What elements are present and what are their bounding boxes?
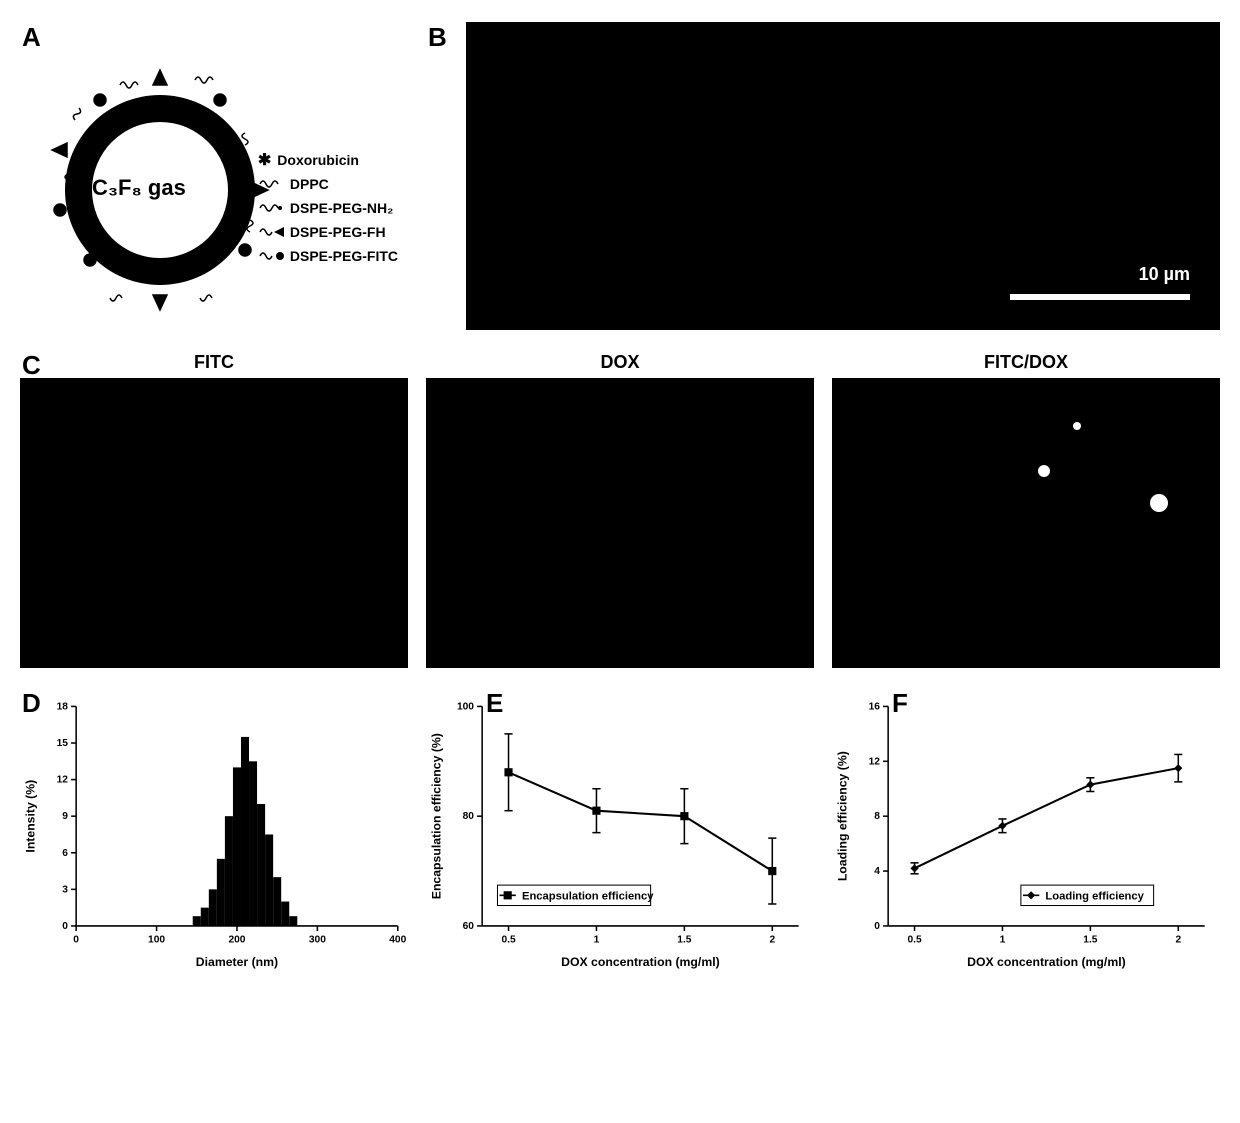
squiggle-circle-icon (258, 246, 284, 266)
svg-text:12: 12 (57, 775, 69, 786)
image-title: FITC/DOX (832, 352, 1220, 373)
scalebar (1010, 294, 1190, 300)
svg-text:Intensity (%): Intensity (%) (23, 780, 37, 853)
squiggle-arrow-icon (258, 222, 284, 242)
svg-text:0: 0 (62, 921, 68, 932)
legend-row-dspe-peg-fitc: DSPE-PEG-FITC (258, 246, 398, 266)
svg-text:80: 80 (463, 811, 475, 822)
svg-text:15: 15 (57, 738, 69, 749)
bubble-core-text: C₃F₈ gas (92, 175, 186, 201)
svg-text:0.5: 0.5 (907, 934, 922, 945)
svg-text:1.5: 1.5 (1083, 934, 1098, 945)
svg-text:16: 16 (869, 701, 881, 712)
svg-text:DOX concentration (mg/ml): DOX concentration (mg/ml) (561, 955, 720, 969)
panel-a: A (20, 20, 408, 330)
svg-text:9: 9 (62, 811, 68, 822)
squiggle-icon (258, 174, 284, 194)
panel-c: C FITCDOXFITC/DOX (20, 348, 1220, 668)
svg-text:3: 3 (62, 884, 68, 895)
scalebar-label: 10 µm (1139, 264, 1190, 285)
svg-text:Diameter (nm): Diameter (nm) (196, 955, 278, 969)
panel-f-label: F (892, 688, 908, 719)
svg-text:60: 60 (463, 921, 475, 932)
svg-text:2: 2 (769, 934, 775, 945)
image-title: FITC (20, 352, 408, 373)
svg-text:Encapsulation efficiency (%): Encapsulation efficiency (%) (429, 733, 443, 899)
panel-a-label: A (22, 22, 41, 53)
svg-text:400: 400 (389, 934, 406, 945)
svg-text:4: 4 (874, 866, 880, 877)
panel-a-legend: ✱Doxorubicin DPPC DSPE-PEG-NH₂ DSPE-PEG-… (258, 150, 398, 270)
svg-text:1: 1 (594, 934, 600, 945)
svg-text:2: 2 (1175, 934, 1181, 945)
panel-c-label: C (22, 350, 41, 381)
legend-row-dppc: DPPC (258, 174, 398, 194)
svg-text:6: 6 (62, 848, 68, 859)
panel-c-images: FITCDOXFITC/DOX (20, 378, 1220, 668)
panel-b-label: B (428, 22, 447, 53)
microscopy-image-c-2: FITC/DOX (832, 378, 1220, 668)
panel-e: E 0.5 1 1.5 2 60 80 100 DOX concentration (mg/m… (426, 686, 814, 966)
svg-text:8: 8 (874, 811, 880, 822)
squiggle-dot-icon (258, 198, 284, 218)
histogram-d: 0 100 200 300 400 0 3 6 9 12 15 18 Diameter (nm) Inte… (20, 686, 408, 972)
svg-text:200: 200 (228, 934, 245, 945)
image-title: DOX (426, 352, 814, 373)
fluorescent-dot (1038, 465, 1050, 477)
legend-row-dspe-peg-nh2: DSPE-PEG-NH₂ (258, 198, 398, 218)
panel-e-label: E (486, 688, 503, 719)
svg-text:0.5: 0.5 (501, 934, 516, 945)
svg-text:1: 1 (1000, 934, 1006, 945)
svg-text:1.5: 1.5 (677, 934, 692, 945)
star-icon: ✱ (258, 150, 271, 170)
panel-d: D 0 100 200 300 400 0 3 6 9 12 15 18 Diameter (nm) In… (20, 686, 408, 966)
legend-row-doxorubicin: ✱Doxorubicin (258, 150, 398, 170)
linechart-e: 0.5 1 1.5 2 60 80 100 DOX concentration (mg/ml)… (426, 686, 814, 972)
fluorescent-dot (1150, 494, 1168, 512)
svg-text:Loading efficiency: Loading efficiency (1045, 890, 1144, 902)
panel-d-label: D (22, 688, 41, 719)
svg-text:18: 18 (57, 701, 69, 712)
svg-text:100: 100 (457, 701, 474, 712)
fluorescent-dot (1073, 422, 1081, 430)
microscopy-image-c-1: DOX (426, 378, 814, 668)
svg-text:12: 12 (869, 756, 881, 767)
svg-text:0: 0 (73, 934, 79, 945)
svg-text:Loading efficiency (%): Loading efficiency (%) (835, 751, 849, 881)
svg-text:0: 0 (874, 921, 880, 932)
microscopy-image-c-0: FITC (20, 378, 408, 668)
panel-f: F 0.5 1 1.5 2 0 4 8 12 16 DOX concentration (mg/m… (832, 686, 1220, 966)
microscopy-image-b: 10 µm (466, 22, 1220, 330)
legend-row-dspe-peg-fh: DSPE-PEG-FH (258, 222, 398, 242)
svg-text:100: 100 (148, 934, 165, 945)
linechart-f: 0.5 1 1.5 2 0 4 8 12 16 DOX concentration (mg/ml)… (832, 686, 1220, 972)
svg-text:DOX concentration (mg/ml): DOX concentration (mg/ml) (967, 955, 1126, 969)
panel-b: B 10 µm (426, 20, 1220, 330)
svg-text:300: 300 (309, 934, 326, 945)
svg-text:Encapsulation efficiency: Encapsulation efficiency (522, 890, 654, 902)
figure-root: A (20, 20, 1220, 966)
